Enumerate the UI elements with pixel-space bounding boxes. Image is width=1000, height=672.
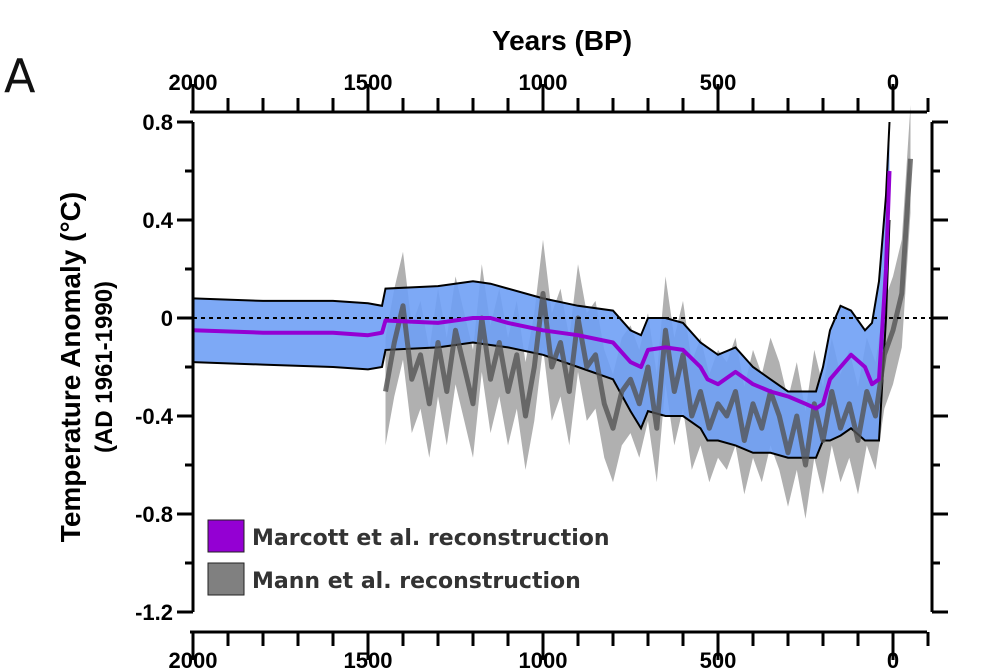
x-tick-label-top: 1500 (344, 70, 393, 95)
legend-swatch-marcott (207, 519, 245, 553)
mann-series-line (383, 158, 913, 468)
x-tick-label-bottom: 1000 (519, 648, 568, 672)
legend-label-mann: Mann et al. reconstruction (252, 569, 581, 594)
y-tick-label: -0.4 (135, 404, 174, 429)
y-tick-label: -0.8 (135, 502, 173, 527)
x-tick-label-top: 2000 (169, 70, 218, 95)
marcott-uncertainty-band (193, 122, 890, 458)
legend-label-marcott: Marcott et al. reconstruction (252, 526, 610, 551)
y-tick-label: -1.2 (135, 600, 173, 625)
plot-area (192, 104, 932, 519)
x-tick-label-top: 0 (887, 70, 899, 95)
y-tick-label: 0.8 (142, 110, 173, 135)
y-tick-label: 0.4 (142, 208, 173, 233)
marcott-series-line (192, 170, 892, 411)
x-tick-label-bottom: 2000 (169, 648, 218, 672)
y-axis-title: Temperature Anomaly (°C) (55, 192, 86, 542)
x-tick-label-top: 500 (700, 70, 737, 95)
marcott-lower-bound (192, 219, 891, 459)
x-tick-label-bottom: 500 (700, 648, 737, 672)
x-tick-label-bottom: 0 (887, 648, 899, 672)
y-tick-label: 0 (161, 306, 173, 331)
axes: 2000 2000 1500 1500 1000 1000 500 500 0 0 0.8 0.4 0 -… (135, 70, 948, 672)
legend: Marcott et al. reconstruction Mann et al… (207, 519, 610, 596)
panel-label: A (4, 49, 36, 103)
x-tick-label-bottom: 1500 (344, 648, 393, 672)
x-axis-title: Years (BP) (492, 25, 632, 56)
marcott-upper-bound (192, 121, 891, 393)
x-tick-label-top: 1000 (519, 70, 568, 95)
y-axis-subtitle: (AD 1961-1990) (91, 281, 118, 453)
legend-swatch-mann (207, 562, 245, 596)
